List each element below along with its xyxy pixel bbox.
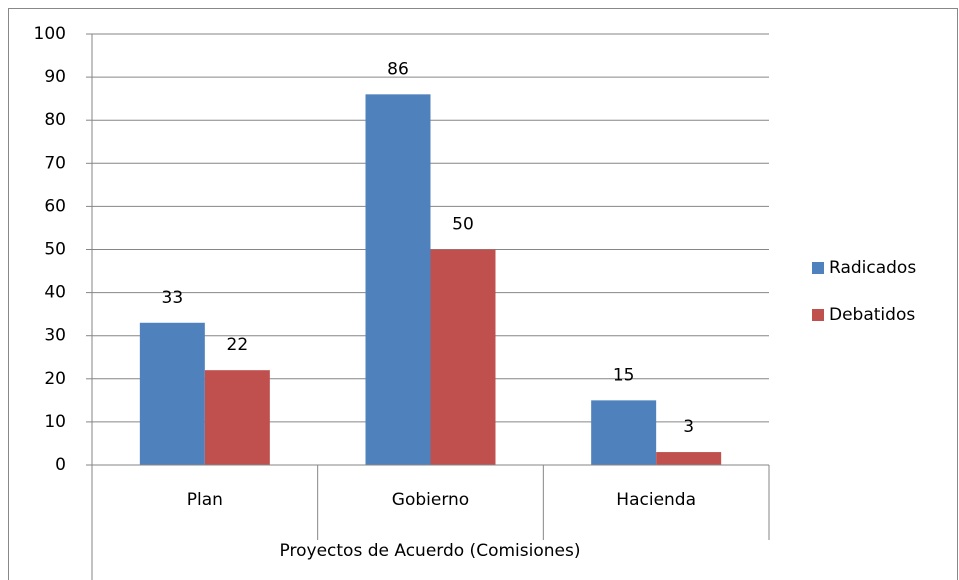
bar (430, 249, 496, 465)
bar (656, 452, 722, 465)
legend-label: Debatidos (829, 305, 915, 325)
data-label: 50 (452, 215, 474, 235)
data-label: 86 (387, 59, 409, 79)
x-tick-label: Plan (187, 490, 223, 510)
y-tick-label: 20 (44, 369, 66, 389)
y-tick-label: 80 (44, 110, 66, 130)
y-tick-label: 70 (44, 153, 66, 173)
y-tick-label: 30 (44, 326, 66, 346)
x-tick-label: Hacienda (616, 490, 696, 510)
x-axis-label: Proyectos de Acuerdo (Comisiones) (280, 541, 581, 561)
legend-swatch (812, 262, 824, 274)
bar (365, 94, 431, 465)
y-tick-label: 50 (44, 240, 66, 260)
legend-label: Radicados (829, 258, 916, 278)
y-tick-label: 90 (44, 67, 66, 87)
y-tick-label: 100 (34, 24, 66, 44)
x-tick-label: Gobierno (392, 490, 469, 510)
bar (204, 370, 270, 465)
data-label: 22 (227, 335, 249, 355)
data-label: 15 (613, 365, 635, 385)
y-tick-label: 0 (55, 455, 66, 475)
bar (591, 400, 657, 465)
data-label: 33 (162, 288, 184, 308)
y-tick-label: 10 (44, 412, 66, 432)
data-label: 3 (683, 417, 694, 437)
legend-swatch (812, 309, 824, 321)
y-tick-label: 40 (44, 283, 66, 303)
bar (139, 322, 205, 465)
y-tick-label: 60 (44, 196, 66, 216)
